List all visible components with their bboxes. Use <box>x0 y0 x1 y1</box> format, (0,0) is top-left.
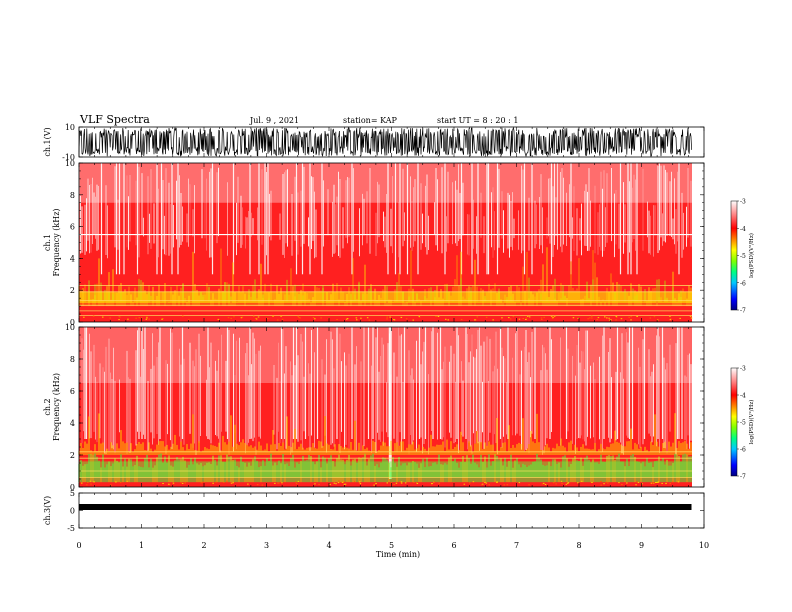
figure-title: VLF Spectra <box>79 113 150 126</box>
y-tick-label: -10 <box>62 153 75 162</box>
colorbar-label: log(PSD)(V²/Hz) <box>748 400 755 445</box>
y-tick-label: 6 <box>70 223 75 232</box>
colorbar-gradient <box>730 367 738 477</box>
y-tick-label: 10 <box>65 123 75 132</box>
y-tick-label: 8 <box>70 355 75 364</box>
colorbar-label: log(PSD)(V²/Hz) <box>748 233 755 278</box>
y-tick-label: 0 <box>70 318 75 327</box>
colorbar-gradient <box>730 200 738 311</box>
colorbar-tick-label: -6 <box>740 280 746 287</box>
station-label: station= KAP <box>343 116 398 125</box>
y-tick-label: 0 <box>70 483 75 492</box>
x-tick-label: 2 <box>201 541 206 550</box>
date-label: Jul. 9 , 2021 <box>249 116 299 125</box>
x-tick-label: 0 <box>76 541 81 550</box>
x-tick-label: 6 <box>451 541 456 550</box>
colorbar-tick-label: -3 <box>740 199 746 206</box>
colorbar-tick-label: -3 <box>740 366 746 373</box>
y-tick-label: 10 <box>65 323 75 332</box>
y-axis-label-channel: ch.1 <box>43 234 52 251</box>
colorbar-tick-label: -6 <box>740 447 746 454</box>
x-tick-label: 3 <box>264 541 269 550</box>
colorbar-tick-label: -7 <box>740 474 746 481</box>
y-tick-label: 0 <box>70 507 75 516</box>
colorbar-tick-label: -5 <box>740 420 746 427</box>
ch3-waveform-trace <box>79 504 692 510</box>
x-axis-label: Time (min) <box>376 550 420 559</box>
ch2-spectrogram-panel: 0 2 4 6 8 10 ch.2 Frequency (kHz) <box>43 323 705 492</box>
y-tick-label: 2 <box>70 451 75 460</box>
x-tick-label: 4 <box>326 541 331 550</box>
y-axis-label-unit: Frequency (kHz) <box>52 208 61 276</box>
y-tick-label: 6 <box>70 387 75 396</box>
y-tick-label: 2 <box>70 286 75 295</box>
y-tick-label: 4 <box>70 254 75 263</box>
x-tick-label: 8 <box>576 541 581 550</box>
ch1-colorbar: -3 -4 -5 -6 -7 log(PSD)(V²/Hz) <box>730 199 755 315</box>
x-tick-label: 1 <box>139 541 144 550</box>
x-tick-label: 10 <box>699 541 709 550</box>
y-tick-label: 8 <box>70 191 75 200</box>
y-axis-label: ch.3(V) <box>43 496 52 525</box>
time-axis: 0 1 2 3 4 5 6 7 8 9 10 <box>76 541 709 550</box>
colorbar-tick-label: -5 <box>740 253 746 260</box>
colorbar-tick-label: -4 <box>740 393 746 400</box>
y-tick-label: -5 <box>67 524 75 533</box>
ch1-waveform-trace <box>78 126 692 158</box>
y-tick-label: 10 <box>65 159 75 168</box>
y-tick-label: 5 <box>70 489 75 498</box>
x-tick-label: 5 <box>389 541 394 550</box>
ch2-colorbar: -3 -4 -5 -6 -7 log(PSD)(V²/Hz) <box>730 366 755 481</box>
y-tick-label: 4 <box>70 419 75 428</box>
start-time-label: start UT = 8 : 20 : 1 <box>437 116 518 125</box>
ch3-waveform-panel: 5 0 -5 ch.3(V) <box>43 489 705 533</box>
ch1-spectrogram-panel: 0 2 4 6 8 10 ch.1 Frequency (kHz) <box>43 159 705 327</box>
ch1-waveform-panel: 10 -10 ch.1(V) <box>43 123 705 162</box>
panel-frame <box>78 492 705 529</box>
colorbar-tick-label: -7 <box>740 308 746 315</box>
y-axis-label-unit: Frequency (kHz) <box>52 373 61 441</box>
x-tick-label: 9 <box>639 541 644 550</box>
y-axis-label: ch.1(V) <box>43 127 52 156</box>
colorbar-tick-label: -4 <box>740 226 746 233</box>
y-axis-label-channel: ch.2 <box>43 398 52 415</box>
x-tick-label: 7 <box>514 541 519 550</box>
